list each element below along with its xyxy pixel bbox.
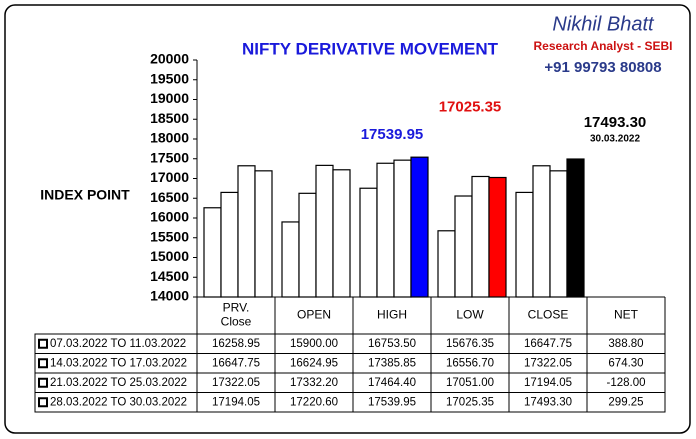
brand-phone: +91 99793 80808 [544,59,661,76]
bar [359,187,378,298]
table-cell: 17220.60 [290,396,338,408]
table-cell: 17025.35 [446,396,494,408]
bar [488,176,507,298]
header-line: Close [221,315,252,329]
column-header: PRV. Close [221,301,252,329]
table-cell: 17539.95 [368,396,416,408]
y-tick-label: 16500 [150,189,189,205]
bar [315,164,334,298]
table-cell: 16624.95 [290,357,338,369]
close-label: 17493.30 [584,114,647,131]
header-line: PRV. [223,301,250,315]
y-tick-label: 18500 [150,110,189,126]
bar [437,230,456,298]
legend-marker [38,338,48,349]
table-cell: 16258.95 [212,338,260,350]
bar [515,191,534,298]
high-label: 17539.95 [361,126,424,143]
close-date: 30.03.2022 [590,134,640,145]
bar [376,162,395,298]
bar [566,158,585,298]
table-cell: 16556.70 [446,357,494,369]
bar [549,170,568,298]
brand-role: Research Analyst - SEBI [534,39,673,53]
bar [410,156,429,298]
table-cell: 16647.75 [524,338,572,350]
table-cell: 17493.30 [524,396,572,408]
y-tick-label: 17000 [150,169,189,185]
bar [254,170,273,298]
bar [298,192,317,298]
legend-marker [38,358,48,369]
column-header: OPEN [297,308,331,322]
net-cell: 388.80 [608,338,643,350]
brand-name: Nikhil Bhatt [552,13,655,35]
y-tick-label: 15000 [150,248,189,264]
column-header: LOW [456,308,484,322]
table-cell: 17464.40 [368,377,416,389]
legend-label: 28.03.2022 TO 30.03.2022 [50,396,187,408]
table-cell: 15900.00 [290,338,338,350]
column-header: HIGH [377,308,407,322]
net-cell: 674.30 [608,357,643,369]
legend-label: 07.03.2022 TO 11.03.2022 [50,338,186,350]
table-cell: 17051.00 [446,377,494,389]
legend-marker [38,377,48,388]
bar [281,221,300,298]
y-tick-label: 14500 [150,268,189,284]
bar [237,165,256,298]
bar [471,175,490,298]
table-cell: 17322.05 [524,357,572,369]
y-axis-label: INDEX POINT [40,187,130,203]
bar [393,159,412,298]
table-cell: 16753.50 [368,338,416,350]
bar [332,169,351,298]
y-tick-label: 19000 [150,90,189,106]
y-tick-label: 19500 [150,70,189,86]
frame [4,4,691,434]
legend-label: 21.03.2022 TO 25.03.2022 [50,377,187,389]
net-cell: 299.25 [608,396,643,408]
column-header: NET [614,308,639,322]
chart-title: NIFTY DERIVATIVE MOVEMENT [242,39,499,58]
table-cell: 16647.75 [212,357,260,369]
table-cell: 17322.05 [212,377,260,389]
net-cell: -128.00 [606,377,645,389]
low-label: 17025.35 [439,98,502,115]
column-header: CLOSE [528,308,569,322]
bar [532,165,551,298]
table-cell: 17194.05 [212,396,260,408]
y-tick-label: 16000 [150,209,189,225]
table-cell: 15676.35 [446,338,494,350]
table-cell: 17194.05 [524,377,572,389]
bar [203,207,222,298]
y-tick-label: 17500 [150,149,189,165]
y-tick-label: 15500 [150,228,189,244]
bar [220,191,239,298]
table-cell: 17332.20 [290,377,338,389]
y-tick-label: 14000 [150,288,189,304]
y-tick-label: 18000 [150,130,189,146]
legend-marker [38,397,48,408]
legend-label: 14.03.2022 TO 17.03.2022 [50,357,187,369]
table-cell: 17385.85 [368,357,416,369]
y-tick-label: 20000 [150,51,189,67]
bar [454,195,473,298]
